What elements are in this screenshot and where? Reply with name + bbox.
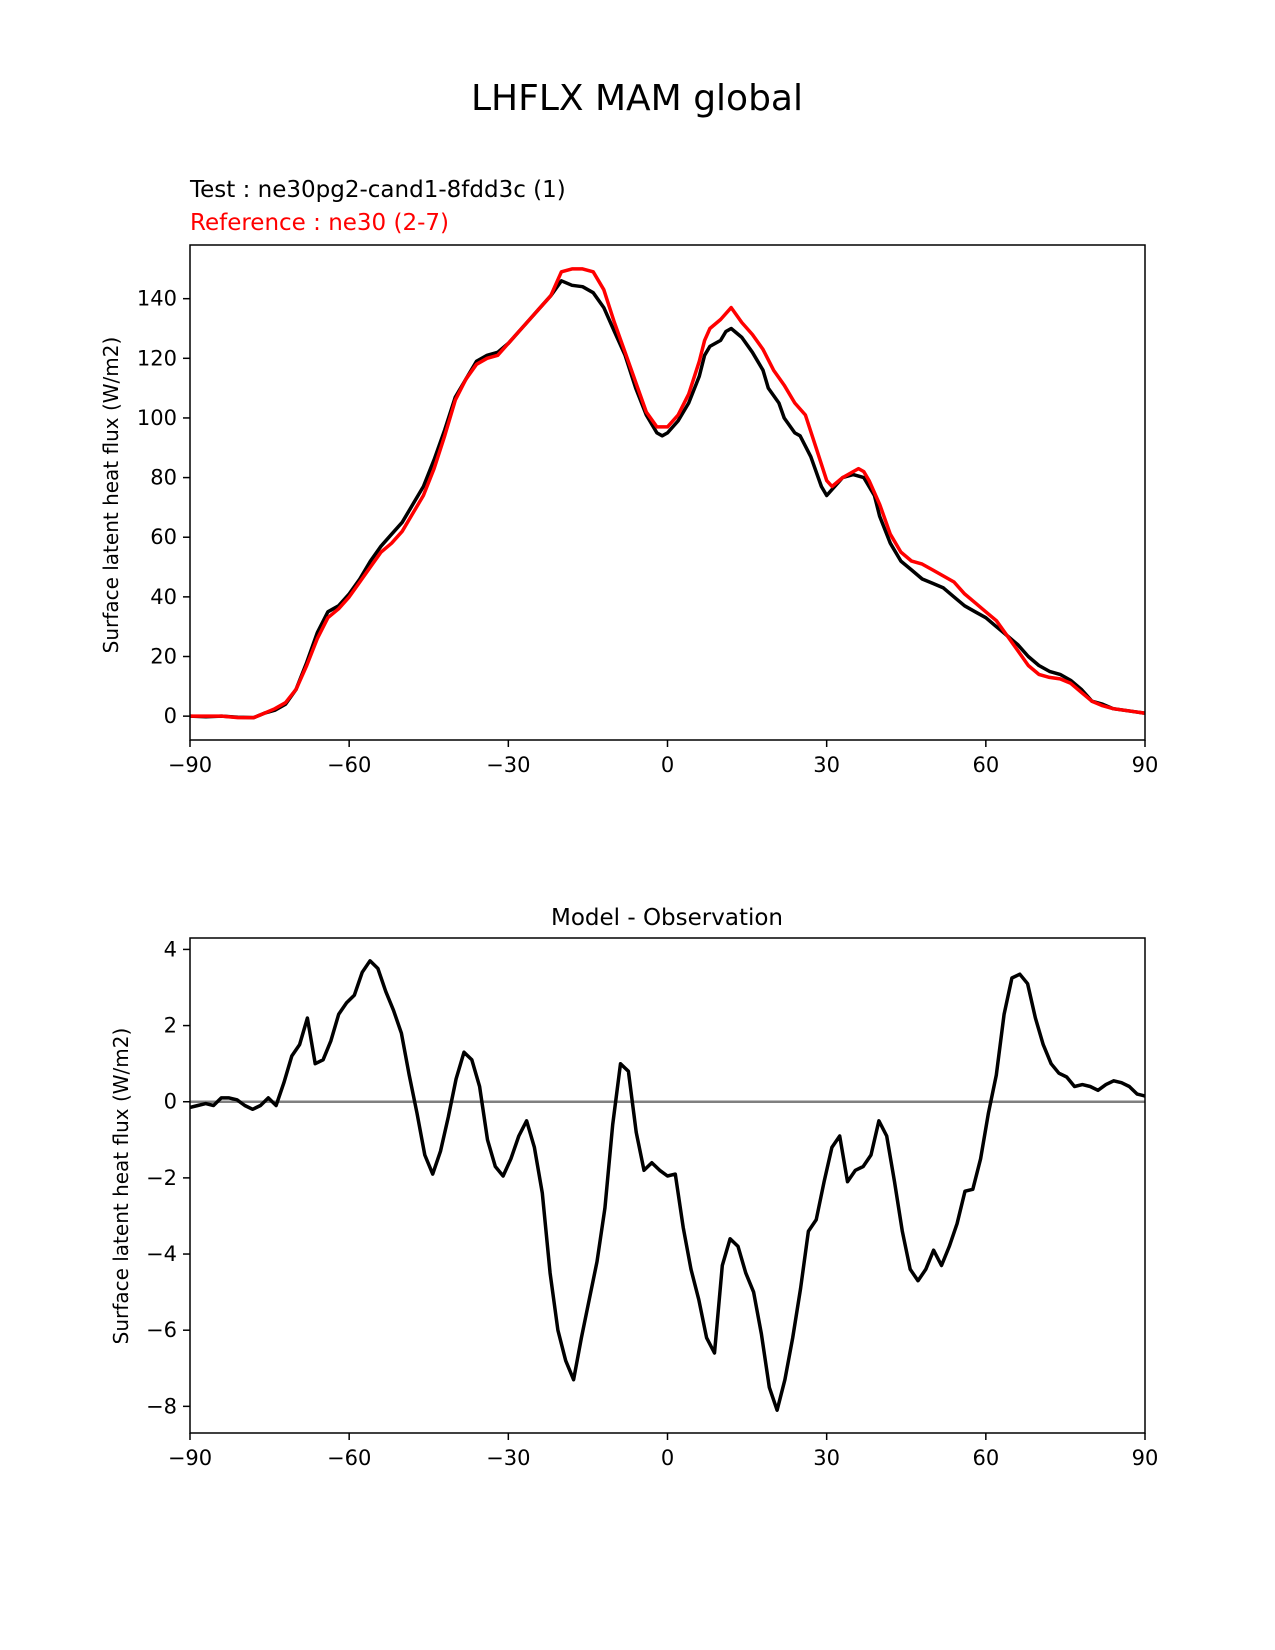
top-panel: Test : ne30pg2-cand1-8fdd3c (1) Referenc… (99, 177, 1158, 777)
top-ytick-label: 60 (150, 525, 177, 549)
bottom-xtick-label: −90 (168, 1446, 212, 1470)
bottom-xtick-label: 90 (1132, 1446, 1159, 1470)
bottom-ticks-group: −90 −60 −30 0 30 60 90 −8 −6 −4 −2 0 2 4 (146, 937, 1158, 1470)
top-ticks-group: −90 −60 −30 0 30 60 90 0 20 40 60 80 100 120 140 (137, 287, 1158, 777)
top-xtick-label: −90 (168, 753, 212, 777)
bottom-ytick-label: −2 (146, 1166, 177, 1190)
top-ytick-label: 100 (137, 406, 177, 430)
top-series-line-1 (190, 267, 1145, 720)
bottom-xtick-label: 60 (972, 1446, 999, 1470)
top-ytick-label: 120 (137, 346, 177, 370)
bottom-ytick-label: 4 (164, 937, 177, 961)
top-ylabel: Surface latent heat flux (W/m2) (99, 337, 123, 654)
top-series-line-0 (190, 279, 1145, 720)
bottom-axes-frame (189, 937, 1146, 1434)
bottom-ytick-label: −4 (146, 1242, 177, 1266)
test-label: Test : ne30pg2-cand1-8fdd3c (1) (189, 177, 566, 203)
top-xtick-label: 60 (972, 753, 999, 777)
top-xtick-label: −30 (486, 753, 530, 777)
top-series-group (190, 267, 1145, 720)
bottom-xtick-label: 30 (813, 1446, 840, 1470)
reference-label: Reference : ne30 (2-7) (190, 210, 449, 236)
bottom-xtick-label: −60 (327, 1446, 371, 1470)
top-ytick-label: 80 (150, 466, 177, 490)
top-ytick-label: 40 (150, 585, 177, 609)
top-xtick-label: 90 (1132, 753, 1159, 777)
bottom-xtick-label: 0 (661, 1446, 674, 1470)
top-ytick-label: 140 (137, 287, 177, 311)
bottom-series-line-0 (190, 959, 1145, 1412)
bottom-panel: Model - Observation Surface latent heat … (109, 905, 1158, 1470)
bottom-ytick-label: 2 (164, 1014, 177, 1038)
bottom-xtick-label: −30 (486, 1446, 530, 1470)
bottom-ylabel: Surface latent heat flux (W/m2) (109, 1028, 133, 1345)
bottom-ytick-label: −8 (146, 1394, 177, 1418)
bottom-ytick-label: −6 (146, 1318, 177, 1342)
top-ytick-label: 20 (150, 645, 177, 669)
top-xtick-label: −60 (327, 753, 371, 777)
top-axes-frame (189, 244, 1146, 741)
bottom-title: Model - Observation (551, 905, 783, 931)
top-ytick-label: 0 (164, 704, 177, 728)
figure-title: LHFLX MAM global (471, 78, 803, 119)
top-xtick-label: 30 (813, 753, 840, 777)
top-xtick-label: 0 (661, 753, 674, 777)
bottom-ytick-label: 0 (164, 1090, 177, 1114)
bottom-series-group (190, 959, 1145, 1412)
